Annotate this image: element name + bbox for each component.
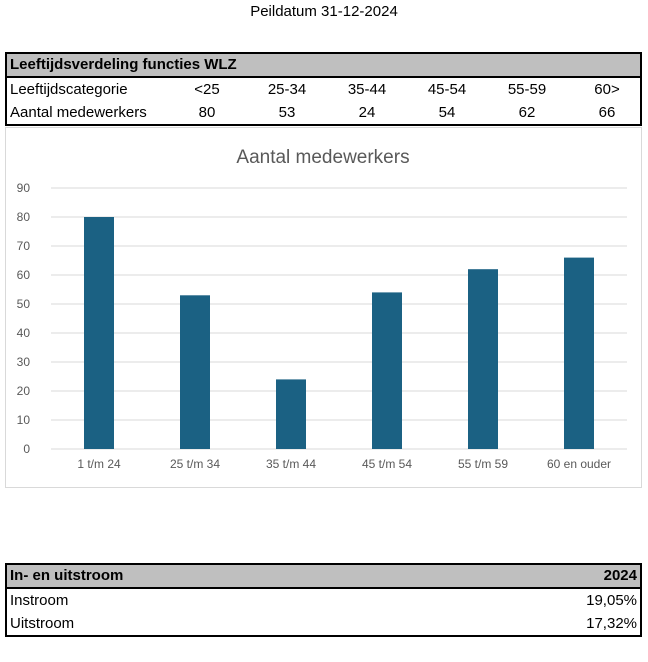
y-tick-label: 50 (17, 297, 31, 311)
gridlines (51, 187, 627, 450)
row-label: Instroom (10, 592, 69, 609)
flow-table-header: In- en uitstroom 2024 (7, 565, 640, 589)
bar (180, 295, 210, 449)
uitstroom-row: Uitstroom 17,32% (7, 612, 640, 635)
bar-chart: Aantal medewerkers 0 10 20 30 40 50 60 70 80 90 1 … (5, 127, 642, 488)
y-tick-label: 30 (17, 355, 31, 369)
y-tick-label: 0 (23, 442, 30, 456)
bar (276, 379, 306, 449)
y-tick-label: 40 (17, 326, 31, 340)
bar (84, 217, 114, 449)
chart-title: Aantal medewerkers (236, 147, 409, 168)
row-label: Aantal medewerkers (10, 104, 147, 121)
y-tick-label: 80 (17, 210, 31, 224)
flow-table-year: 2024 (603, 567, 637, 584)
x-tick-label: 60 en ouder (547, 457, 611, 471)
table-cell: 54 (438, 104, 456, 121)
row-value: 19,05% (586, 592, 637, 609)
table-cell: 60> (594, 81, 620, 98)
axis-labels: 0 10 20 30 40 50 60 70 80 90 1 t/m 24 25 t/m 34 35 t… (17, 181, 611, 471)
y-tick-label: 70 (17, 239, 31, 253)
bar-chart-svg: Aantal medewerkers 0 10 20 30 40 50 60 70 80 90 1 … (17, 147, 627, 471)
instroom-row: Instroom 19,05% (7, 589, 640, 612)
bar (564, 257, 594, 449)
employee-count-row: Aantal medewerkers 80 53 24 54 62 66 (7, 101, 640, 124)
y-tick-label: 90 (17, 181, 31, 195)
inflow-outflow-table: In- en uitstroom 2024 Instroom 19,05% Ui… (5, 563, 642, 637)
x-tick-label: 1 t/m 24 (77, 457, 121, 471)
peildatum-title: Peildatum 31-12-2024 (250, 3, 398, 20)
table-cell: 53 (278, 104, 296, 121)
x-tick-label: 45 t/m 54 (362, 457, 412, 471)
x-tick-label: 55 t/m 59 (458, 457, 508, 471)
y-tick-label: 60 (17, 268, 31, 282)
bar (468, 269, 498, 449)
table-cell: 66 (598, 104, 616, 121)
table-cell: 45-54 (427, 81, 467, 98)
table-cell: 25-34 (267, 81, 307, 98)
y-tick-label: 20 (17, 384, 31, 398)
bars (84, 217, 594, 449)
bar (372, 292, 402, 449)
age-category-row: Leeftijdscategorie <25 25-34 35-44 45-54… (7, 78, 640, 101)
table-cell: 35-44 (347, 81, 387, 98)
flow-table-title: In- en uitstroom (10, 567, 124, 584)
table-cell: 55-59 (507, 81, 547, 98)
row-value: 17,32% (586, 615, 637, 632)
x-tick-label: 35 t/m 44 (266, 457, 316, 471)
row-label: Uitstroom (10, 615, 75, 632)
table-cell: <25 (194, 81, 220, 98)
table-cell: 80 (198, 104, 216, 121)
age-distribution-table: Leeftijdsverdeling functies WLZ Leeftijd… (5, 52, 642, 126)
table-cell: 62 (518, 104, 536, 121)
age-table-title: Leeftijdsverdeling functies WLZ (7, 54, 640, 78)
y-tick-label: 10 (17, 413, 31, 427)
table-cell: 24 (358, 104, 376, 121)
row-label: Leeftijdscategorie (10, 81, 128, 98)
x-tick-label: 25 t/m 34 (170, 457, 220, 471)
